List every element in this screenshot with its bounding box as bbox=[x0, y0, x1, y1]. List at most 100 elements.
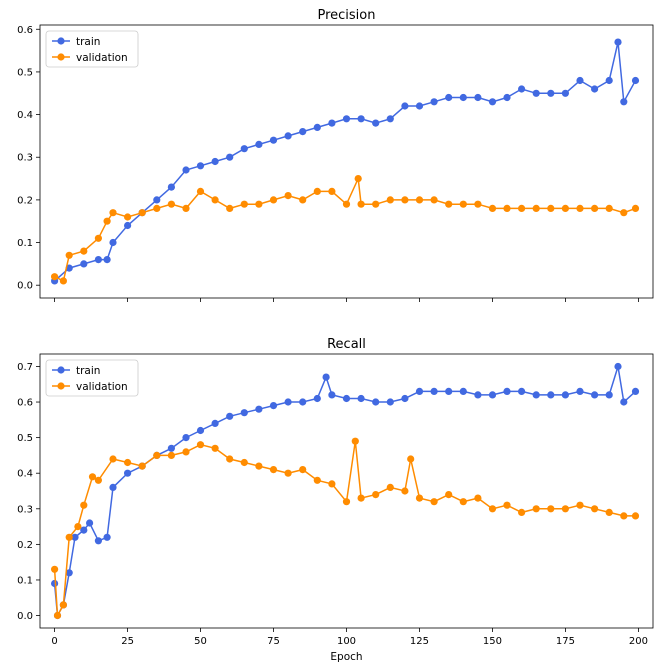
data-point bbox=[631, 387, 640, 395]
data-point bbox=[357, 394, 365, 403]
data-point bbox=[488, 505, 497, 513]
data-point bbox=[299, 398, 307, 406]
data-point bbox=[445, 387, 453, 395]
data-point bbox=[313, 187, 321, 195]
data-point bbox=[255, 405, 263, 413]
data-point bbox=[51, 565, 59, 573]
data-point bbox=[576, 76, 584, 85]
data-point bbox=[109, 209, 117, 217]
series-line-train bbox=[54, 41, 637, 282]
data-point bbox=[299, 466, 307, 474]
data-point bbox=[503, 204, 511, 212]
data-point bbox=[357, 200, 365, 208]
data-point bbox=[80, 260, 88, 268]
data-point bbox=[226, 204, 234, 212]
data-point bbox=[103, 533, 111, 541]
data-point bbox=[124, 213, 132, 221]
data-point bbox=[153, 451, 161, 459]
y-tick-label: 0.2 bbox=[17, 195, 33, 206]
data-point bbox=[547, 505, 555, 513]
data-point bbox=[591, 505, 599, 513]
data-point bbox=[445, 93, 453, 102]
data-point bbox=[80, 526, 88, 534]
data-point bbox=[124, 469, 132, 477]
y-tick-label: 0.1 bbox=[17, 575, 33, 586]
data-point bbox=[547, 89, 555, 97]
data-point bbox=[167, 451, 175, 459]
data-point bbox=[547, 391, 555, 399]
data-point bbox=[313, 476, 321, 484]
data-point bbox=[226, 153, 234, 161]
data-point bbox=[255, 140, 263, 148]
data-point bbox=[591, 85, 599, 93]
data-point bbox=[240, 200, 248, 208]
data-point bbox=[196, 162, 205, 170]
data-point bbox=[503, 93, 511, 102]
data-point bbox=[240, 145, 248, 153]
x-tick-label: 50 bbox=[194, 636, 207, 647]
data-point bbox=[109, 238, 117, 247]
data-point bbox=[51, 273, 59, 281]
data-point bbox=[372, 491, 380, 499]
data-point bbox=[196, 441, 205, 449]
data-point bbox=[518, 204, 526, 212]
data-point bbox=[342, 200, 351, 208]
data-point bbox=[59, 277, 67, 285]
data-point bbox=[401, 102, 409, 110]
data-point bbox=[532, 391, 540, 399]
data-point bbox=[605, 391, 613, 399]
data-point bbox=[53, 611, 62, 620]
data-point bbox=[94, 476, 102, 484]
legend-label-train: train bbox=[76, 365, 100, 377]
series-line-train bbox=[53, 366, 637, 618]
data-point bbox=[430, 498, 438, 506]
data-point bbox=[459, 387, 467, 395]
data-point bbox=[65, 569, 73, 577]
data-point bbox=[74, 523, 82, 531]
data-point bbox=[631, 204, 640, 212]
data-point bbox=[532, 89, 540, 97]
series-line-validation bbox=[54, 175, 636, 282]
data-point bbox=[614, 362, 622, 371]
data-point bbox=[488, 391, 497, 399]
data-point bbox=[532, 505, 540, 513]
data-point bbox=[269, 466, 278, 474]
data-point bbox=[59, 601, 67, 609]
x-tick-label: 0 bbox=[51, 636, 57, 647]
data-point bbox=[430, 387, 438, 395]
x-tick-label: 200 bbox=[629, 636, 648, 647]
data-point bbox=[255, 462, 263, 470]
data-point bbox=[372, 119, 380, 127]
data-point bbox=[532, 204, 540, 212]
data-point bbox=[415, 494, 424, 502]
data-point bbox=[138, 209, 146, 217]
legend-box bbox=[45, 30, 139, 68]
data-point bbox=[124, 221, 132, 230]
data-point bbox=[240, 409, 248, 417]
y-tick-label: 0.2 bbox=[17, 540, 33, 551]
data-point bbox=[284, 398, 292, 406]
data-point bbox=[415, 196, 424, 204]
data-point bbox=[488, 204, 497, 212]
x-tick-label: 150 bbox=[483, 636, 502, 647]
data-point bbox=[86, 519, 94, 527]
data-point bbox=[459, 93, 467, 102]
data-point bbox=[226, 412, 234, 420]
data-point bbox=[576, 204, 584, 212]
data-point bbox=[605, 508, 613, 516]
y-tick-label: 0.6 bbox=[17, 398, 33, 409]
data-point bbox=[591, 391, 599, 399]
data-point bbox=[620, 398, 628, 406]
data-point bbox=[182, 166, 190, 174]
data-point bbox=[401, 196, 409, 204]
data-point bbox=[561, 204, 570, 212]
data-point bbox=[182, 204, 190, 212]
data-point bbox=[386, 196, 394, 204]
data-point bbox=[372, 398, 380, 406]
data-point bbox=[372, 200, 380, 208]
data-point bbox=[620, 512, 628, 520]
data-point bbox=[401, 487, 409, 495]
data-point bbox=[614, 38, 622, 46]
data-point bbox=[561, 505, 570, 513]
data-point bbox=[518, 508, 526, 516]
